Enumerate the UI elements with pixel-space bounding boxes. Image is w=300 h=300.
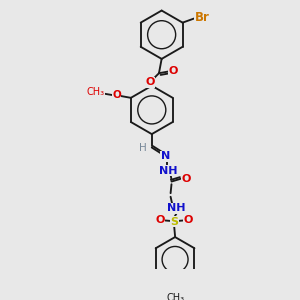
- Text: O: O: [169, 66, 178, 76]
- Text: O: O: [184, 215, 193, 225]
- Text: N: N: [160, 152, 170, 161]
- Text: NH: NH: [159, 166, 177, 176]
- Text: NH: NH: [167, 203, 185, 213]
- Text: Br: Br: [195, 11, 210, 24]
- Text: O: O: [145, 77, 155, 87]
- Text: CH₃: CH₃: [166, 292, 184, 300]
- Text: O: O: [112, 90, 121, 100]
- Text: O: O: [155, 215, 164, 225]
- Text: S: S: [170, 217, 178, 227]
- Text: CH₃: CH₃: [87, 88, 105, 98]
- Text: O: O: [181, 174, 190, 184]
- Text: H: H: [139, 143, 147, 153]
